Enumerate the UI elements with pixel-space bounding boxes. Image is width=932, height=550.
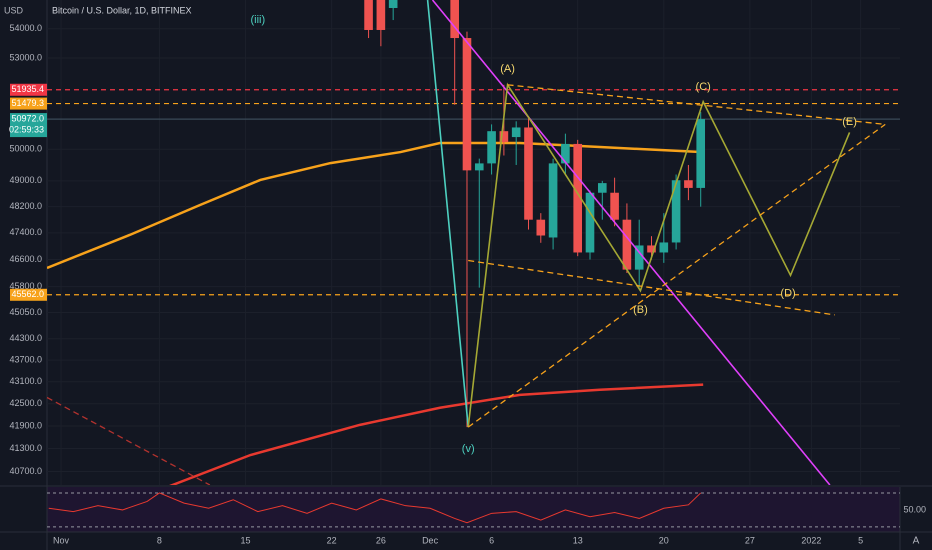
rsi-line [48, 492, 702, 524]
price-label: 51479.3 [11, 98, 44, 108]
rsi-pane [47, 487, 900, 532]
rsi-group: 50.00 [47, 492, 926, 528]
price-label: 45562.0 [11, 289, 44, 299]
y-tick-label: 46600.0 [9, 254, 42, 264]
wave-label: (B) [633, 304, 648, 316]
candle-body [536, 219, 546, 236]
y-tick-label: 50000.0 [9, 144, 42, 154]
candle-body [659, 242, 669, 253]
x-tick-label: 22 [327, 535, 337, 545]
y-tick-label: 49000.0 [9, 175, 42, 185]
wave-label: (C) [696, 81, 711, 93]
candle-body [524, 127, 533, 220]
candle-body [647, 245, 656, 253]
y-tick-label: 45800.0 [9, 281, 42, 291]
candle-body [634, 245, 644, 270]
rsi-tick-label: 50.00 [903, 504, 926, 514]
x-tick-label: 2022 [801, 535, 821, 545]
moving-average [47, 141, 701, 270]
axes: 54000.0 53000.0 50000.0 49000.0 48200.0 47400… [9, 23, 863, 545]
currency: USD [4, 5, 24, 15]
candle-body [622, 219, 632, 270]
y-tick-label: 40700.0 [9, 466, 42, 476]
candle-body [671, 180, 681, 243]
candle-body [585, 192, 595, 253]
trend-line [467, 123, 886, 428]
moving-average [169, 383, 704, 485]
x-tick-label: 5 [858, 535, 863, 545]
x-tick-label: 6 [489, 535, 494, 545]
candle-body [684, 180, 693, 188]
y-tick-label: 43700.0 [9, 354, 42, 364]
trend-line [507, 84, 886, 126]
price-label-box [10, 83, 47, 96]
y-tick-label: 48200.0 [9, 201, 42, 211]
candle-body [597, 183, 607, 193]
y-tick-label: 41900.0 [9, 420, 42, 430]
candle-body [364, 0, 373, 30]
price-label-box [10, 113, 47, 138]
candle-body [561, 143, 570, 164]
trend-line [47, 396, 211, 485]
y-tick-label: 41300.0 [9, 443, 42, 453]
candle-body [573, 143, 583, 253]
chart-title: Bitcoin / U.S. Dollar, 1D, BITFINEX [52, 5, 192, 15]
countdown: 02:59:33 [9, 124, 44, 134]
candle-body [450, 0, 459, 39]
trend-line [426, 0, 470, 428]
trend-line [468, 259, 835, 316]
main-pane: (A) (B) (C) (D) (E) (iii) (v) [47, 0, 900, 485]
candle-body [474, 163, 484, 171]
wave-label: (E) [842, 116, 857, 128]
candle-body [462, 38, 472, 171]
candle-body [499, 131, 509, 143]
candle-body [548, 163, 558, 238]
y-tick-label: 53000.0 [9, 52, 42, 62]
price-label-box [10, 97, 47, 110]
x-tick-label: Nov [53, 535, 70, 545]
price-label-box [10, 288, 47, 301]
x-tick-label: 20 [659, 535, 669, 545]
wave-label: (D) [780, 288, 795, 300]
y-tick-label: 42500.0 [9, 398, 42, 408]
price-label: 51935.4 [11, 84, 44, 94]
candle-body [376, 0, 386, 30]
wave-label: (iii) [251, 14, 266, 26]
y-tick-label: 45050.0 [9, 307, 42, 317]
candle-body [610, 192, 619, 220]
x-tick-label: 8 [157, 535, 162, 545]
trend-line [467, 82, 851, 428]
x-tick-label: 26 [376, 535, 386, 545]
auto-scale-button[interactable]: A [913, 536, 920, 547]
trend-line [431, 0, 831, 485]
candle-body [696, 119, 706, 188]
candle-body [388, 0, 398, 8]
x-tick-label: 13 [573, 535, 583, 545]
price-label: 50972.0 [11, 113, 44, 123]
y-tick-label: 44300.0 [9, 333, 42, 343]
candle-body [511, 127, 521, 138]
candle-body [487, 131, 496, 164]
y-tick-label: 43100.0 [9, 376, 42, 386]
wave-label: (A) [500, 63, 515, 75]
x-tick-label: Dec [422, 535, 439, 545]
wave-label: (v) [462, 443, 475, 455]
y-tick-label: 54000.0 [9, 23, 42, 33]
y-tick-label: 47400.0 [9, 227, 42, 237]
x-tick-label: 27 [745, 535, 755, 545]
x-tick-label: 15 [241, 535, 251, 545]
